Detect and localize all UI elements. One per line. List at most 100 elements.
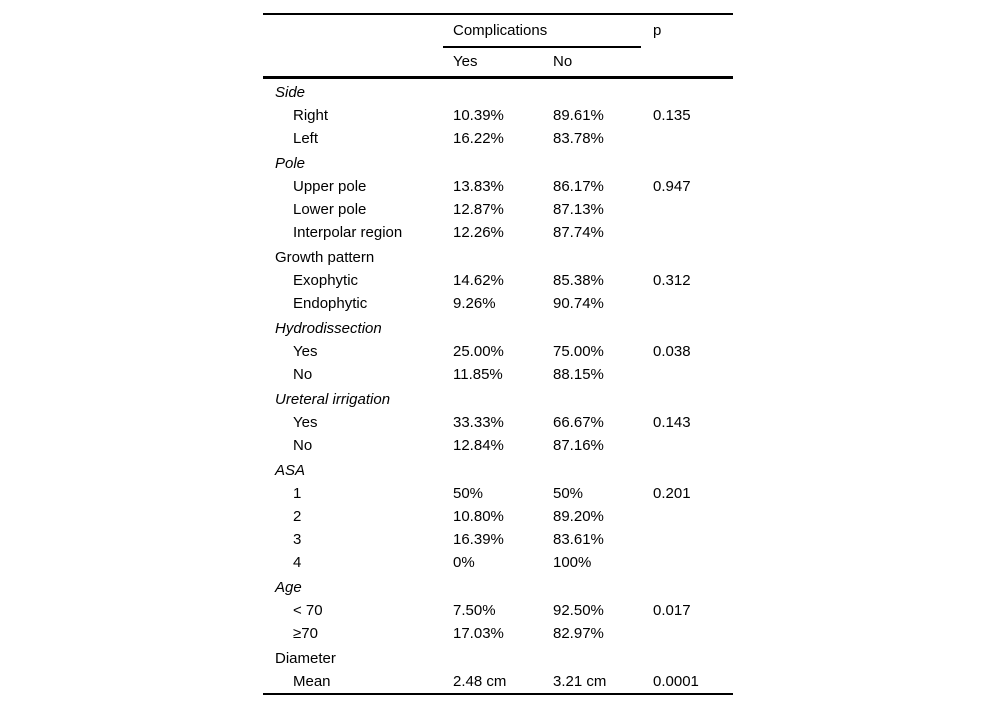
header-body-divider-rule xyxy=(263,76,733,79)
table-row: Interpolar region 12.26% 87.74% xyxy=(263,221,733,244)
cell-no: 50% xyxy=(553,485,584,502)
cell-yes: 12.87% xyxy=(453,201,504,218)
row-label: 2 xyxy=(293,508,302,525)
section-label: Hydrodissection xyxy=(275,320,382,337)
cell-yes: 0% xyxy=(453,554,475,571)
section-header-row: Growth pattern xyxy=(263,246,733,269)
table-row: Upper pole 13.83% 86.17% 0.947 xyxy=(263,175,733,198)
bottom-rule xyxy=(263,693,733,695)
cell-no: 83.78% xyxy=(553,130,604,147)
cell-yes: 33.33% xyxy=(453,414,504,431)
table-row: Endophytic 9.26% 90.74% xyxy=(263,292,733,315)
row-label: 1 xyxy=(293,485,302,502)
p-column-header: p xyxy=(653,22,662,39)
table-row: Lower pole 12.87% 87.13% xyxy=(263,198,733,221)
cell-yes: 11.85% xyxy=(453,366,503,383)
section-label: ASA xyxy=(275,462,306,479)
table-body: Side Right 10.39% 89.61% 0.135 Left 16.22% 83.7… xyxy=(263,81,733,693)
section-label: Pole xyxy=(275,155,306,172)
cell-yes: 14.62% xyxy=(453,272,504,289)
table-row: Right 10.39% 89.61% 0.135 xyxy=(263,104,733,127)
section-label: Ureteral irrigation xyxy=(275,391,391,408)
cell-no: 89.61% xyxy=(553,107,604,124)
cell-yes: 12.84% xyxy=(453,437,504,454)
row-label: Yes xyxy=(293,414,318,431)
yes-column-header: Yes xyxy=(453,53,478,70)
row-label: Exophytic xyxy=(293,272,359,289)
cell-no: 75.00% xyxy=(553,343,604,360)
table-row: No 11.85% 88.15% xyxy=(263,363,733,386)
cell-no: 87.13% xyxy=(553,201,604,218)
cell-no: 92.50% xyxy=(553,602,604,619)
section-header-row: Age xyxy=(263,576,733,599)
header-group-row: Complications p xyxy=(263,15,733,46)
row-label: Upper pole xyxy=(293,178,367,195)
row-label: < 70 xyxy=(293,602,323,619)
table-row: < 70 7.50% 92.50% 0.017 xyxy=(263,599,733,622)
section-header-row: Ureteral irrigation xyxy=(263,388,733,411)
cell-p: 0.312 xyxy=(653,272,691,289)
table-row: No 12.84% 87.16% xyxy=(263,434,733,457)
cell-no: 90.74% xyxy=(553,295,604,312)
cell-no: 83.61% xyxy=(553,531,604,548)
table-row: 2 10.80% 89.20% xyxy=(263,505,733,528)
table-row: Yes 33.33% 66.67% 0.143 xyxy=(263,411,733,434)
no-column-header: No xyxy=(553,53,573,70)
cell-no: 66.67% xyxy=(553,414,604,431)
section-label: Diameter xyxy=(275,650,336,667)
row-label: Right xyxy=(293,107,329,124)
section-header-row: Hydrodissection xyxy=(263,317,733,340)
cell-yes: 7.50% xyxy=(453,602,496,619)
section-header-row: Side xyxy=(263,81,733,104)
row-label: Mean xyxy=(293,673,331,690)
row-label: Interpolar region xyxy=(293,224,403,241)
table-row: ≥70 17.03% 82.97% xyxy=(263,622,733,645)
cell-no: 89.20% xyxy=(553,508,604,525)
cell-p: 0.135 xyxy=(653,107,691,124)
cell-no: 87.74% xyxy=(553,224,604,241)
section-header-row: Pole xyxy=(263,152,733,175)
complications-group-underline xyxy=(443,46,641,48)
cell-yes: 25.00% xyxy=(453,343,504,360)
header-subcolumns-row: Yes No xyxy=(263,48,733,76)
cell-yes: 10.39% xyxy=(453,107,504,124)
cell-no: 85.38% xyxy=(553,272,604,289)
cell-p: 0.017 xyxy=(653,602,691,619)
cell-p: 0.201 xyxy=(653,485,691,502)
row-label: ≥70 xyxy=(293,625,318,642)
table-row: 1 50% 50% 0.201 xyxy=(263,482,733,505)
row-label: Endophytic xyxy=(293,295,368,312)
cell-no: 100% xyxy=(553,554,592,571)
table-row: Left 16.22% 83.78% xyxy=(263,127,733,150)
cell-yes: 16.39% xyxy=(453,531,504,548)
cell-no: 3.21 cm xyxy=(553,673,607,690)
section-label: Age xyxy=(275,579,302,596)
section-label: Growth pattern xyxy=(275,249,375,266)
cell-yes: 50% xyxy=(453,485,484,502)
cell-p: 0.947 xyxy=(653,178,691,195)
table-row: 4 0% 100% xyxy=(263,551,733,574)
row-label: Lower pole xyxy=(293,201,367,218)
row-label: No xyxy=(293,366,313,383)
table-row: 3 16.39% 83.61% xyxy=(263,528,733,551)
cell-no: 87.16% xyxy=(553,437,604,454)
section-label: Side xyxy=(275,84,306,101)
row-label: 3 xyxy=(293,531,302,548)
cell-no: 86.17% xyxy=(553,178,604,195)
row-label: No xyxy=(293,437,313,454)
complications-statistics-table: Complications p Yes No Side Right 10.39% 89… xyxy=(263,13,733,695)
cell-yes: 9.26% xyxy=(453,295,496,312)
cell-yes: 10.80% xyxy=(453,508,504,525)
cell-yes: 16.22% xyxy=(453,130,504,147)
cell-yes: 2.48 cm xyxy=(453,673,507,690)
cell-no: 82.97% xyxy=(553,625,604,642)
cell-no: 88.15% xyxy=(553,366,604,383)
cell-p: 0.0001 xyxy=(653,673,699,690)
section-header-row: ASA xyxy=(263,459,733,482)
table-row: Mean 2.48 cm 3.21 cm 0.0001 xyxy=(263,670,733,693)
top-rule xyxy=(263,13,733,15)
cell-yes: 12.26% xyxy=(453,224,504,241)
table-row: Exophytic 14.62% 85.38% 0.312 xyxy=(263,269,733,292)
cell-p: 0.038 xyxy=(653,343,691,360)
